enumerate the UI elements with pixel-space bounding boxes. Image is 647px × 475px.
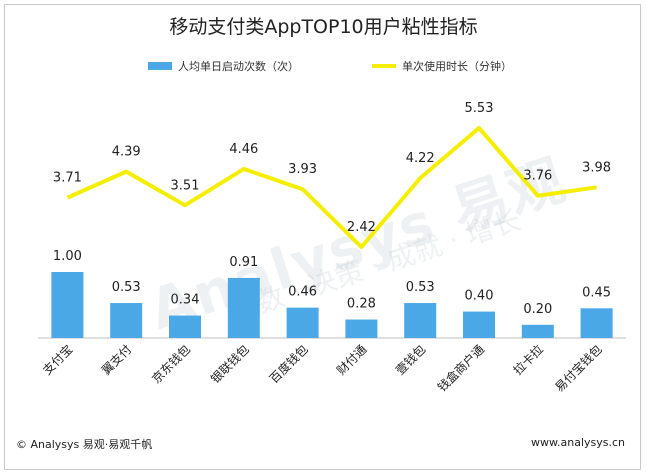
- line-value-label: 5.53: [465, 101, 494, 116]
- bar: [404, 303, 437, 338]
- bar: [463, 311, 495, 338]
- x-tick-label: 翼支付: [99, 342, 134, 377]
- x-tick-label: 拉卡拉: [510, 342, 546, 378]
- legend-line-swatch: [372, 64, 396, 68]
- bar: [110, 303, 143, 338]
- bar-value-label: 0.40: [465, 289, 494, 304]
- legend-line-label: 单次使用时长（分钟）: [402, 60, 512, 73]
- bar: [227, 277, 260, 338]
- bar: [169, 315, 201, 338]
- line-value-label: 4.46: [229, 142, 258, 157]
- legend-bar-swatch: [148, 62, 172, 70]
- bar-value-label: 0.53: [112, 280, 141, 295]
- x-tick-label: 易付宝钱包: [552, 342, 605, 395]
- bar-value-label: 0.20: [523, 302, 552, 317]
- line-series: [66, 126, 597, 249]
- line-value-label: 2.42: [347, 220, 376, 235]
- bar-value-label: 0.34: [171, 293, 200, 308]
- line-value-label: 3.51: [171, 178, 200, 193]
- x-tick-label: 百度钱包: [266, 342, 311, 387]
- bar-value-label: 1.00: [53, 249, 82, 264]
- bar-value-label: 0.91: [229, 255, 258, 270]
- bar-value-label: 0.46: [288, 285, 317, 300]
- bar: [521, 324, 554, 338]
- legend-bar-item: 人均单日启动次数（次）: [148, 58, 299, 74]
- line-value-label: 3.93: [288, 162, 317, 177]
- bar-value-label: 0.45: [582, 285, 611, 300]
- x-tick-label: 壹钱包: [392, 342, 428, 378]
- legend-line-item: 单次使用时长（分钟）: [372, 58, 512, 74]
- footer-copyright: © Analysys 易观·易观千帆: [16, 438, 153, 451]
- x-tick-label: 银联钱包: [207, 342, 252, 387]
- x-tick-label: 财付通: [334, 342, 369, 377]
- chart-frame: [4, 4, 641, 470]
- line-value-label: 4.39: [112, 145, 141, 160]
- chart-title: 移动支付类AppTOP10用户粘性指标: [169, 16, 478, 38]
- bar: [286, 307, 319, 338]
- x-tick-label: 钱盒商户通: [434, 342, 487, 395]
- line-value-label: 4.22: [406, 151, 435, 166]
- footer-website: www.analysys.cn: [531, 436, 625, 449]
- bar: [580, 308, 613, 338]
- legend-bar-label: 人均单日启动次数（次）: [178, 60, 299, 73]
- line-value-label: 3.71: [53, 171, 82, 186]
- line-value-label: 3.98: [582, 160, 611, 175]
- bar-value-label: 0.53: [406, 280, 435, 295]
- bar-value-label: 0.28: [347, 297, 376, 312]
- bar: [51, 272, 84, 338]
- x-tick-label: 京东钱包: [149, 342, 194, 387]
- line-value-label: 3.76: [523, 169, 552, 184]
- bar: [345, 319, 378, 338]
- x-tick-label: 支付宝: [40, 342, 75, 377]
